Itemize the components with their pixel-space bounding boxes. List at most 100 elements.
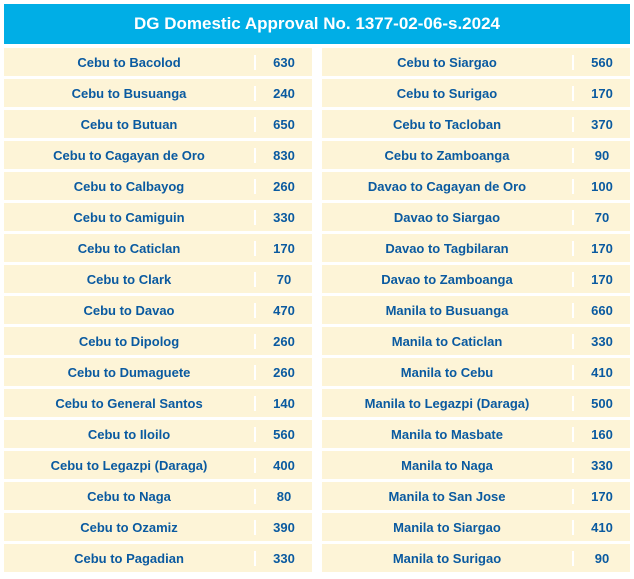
route-label: Manila to Caticlan — [322, 334, 574, 349]
route-value: 370 — [574, 117, 630, 132]
table-row: Cebu to Dipolog260 — [4, 327, 312, 355]
table-row: Cebu to Bacolod630 — [4, 48, 312, 76]
table-row: Cebu to Camiguin330 — [4, 203, 312, 231]
route-label: Cebu to Calbayog — [4, 179, 256, 194]
route-label: Cebu to Iloilo — [4, 427, 256, 442]
route-label: Davao to Cagayan de Oro — [322, 179, 574, 194]
route-value: 400 — [256, 458, 312, 473]
route-value: 560 — [256, 427, 312, 442]
table-row: Manila to Cebu410 — [322, 358, 630, 386]
route-value: 560 — [574, 55, 630, 70]
approval-table-container: DG Domestic Approval No. 1377-02-06-s.20… — [0, 0, 634, 579]
route-label: Davao to Tagbilaran — [322, 241, 574, 256]
route-value: 170 — [574, 86, 630, 101]
route-value: 260 — [256, 365, 312, 380]
route-label: Manila to Siargao — [322, 520, 574, 535]
route-value: 90 — [574, 148, 630, 163]
route-label: Cebu to Surigao — [322, 86, 574, 101]
route-label: Cebu to Zamboanga — [322, 148, 574, 163]
route-value: 660 — [574, 303, 630, 318]
table-row: Cebu to Surigao170 — [322, 79, 630, 107]
route-label: Cebu to Dipolog — [4, 334, 256, 349]
route-label: Manila to Naga — [322, 458, 574, 473]
table-row: Davao to Tagbilaran170 — [322, 234, 630, 262]
route-value: 140 — [256, 396, 312, 411]
table-row: Cebu to Iloilo560 — [4, 420, 312, 448]
route-label: Cebu to Naga — [4, 489, 256, 504]
table-row: Cebu to Tacloban370 — [322, 110, 630, 138]
route-value: 160 — [574, 427, 630, 442]
route-label: Manila to Busuanga — [322, 303, 574, 318]
table-row: Manila to Siargao410 — [322, 513, 630, 541]
table-row: Cebu to Zamboanga90 — [322, 141, 630, 169]
table-row: Manila to Busuanga660 — [322, 296, 630, 324]
route-label: Cebu to General Santos — [4, 396, 256, 411]
table-row: Cebu to Legazpi (Daraga)400 — [4, 451, 312, 479]
route-value: 390 — [256, 520, 312, 535]
route-value: 260 — [256, 334, 312, 349]
route-value: 170 — [574, 489, 630, 504]
route-label: Davao to Zamboanga — [322, 272, 574, 287]
table-row: Manila to Legazpi (Daraga)500 — [322, 389, 630, 417]
route-value: 100 — [574, 179, 630, 194]
left-column: Cebu to Bacolod630Cebu to Busuanga240Ceb… — [4, 48, 312, 575]
table-row: Manila to Caticlan330 — [322, 327, 630, 355]
route-value: 240 — [256, 86, 312, 101]
columns-wrapper: Cebu to Bacolod630Cebu to Busuanga240Ceb… — [4, 48, 630, 575]
route-label: Cebu to Camiguin — [4, 210, 256, 225]
route-label: Cebu to Ozamiz — [4, 520, 256, 535]
route-label: Cebu to Siargao — [322, 55, 574, 70]
table-row: Cebu to Cagayan de Oro830 — [4, 141, 312, 169]
table-row: Cebu to Siargao560 — [322, 48, 630, 76]
route-label: Davao to Siargao — [322, 210, 574, 225]
table-title: DG Domestic Approval No. 1377-02-06-s.20… — [4, 4, 630, 44]
route-label: Cebu to Pagadian — [4, 551, 256, 566]
route-value: 170 — [256, 241, 312, 256]
route-value: 90 — [574, 551, 630, 566]
route-value: 830 — [256, 148, 312, 163]
table-row: Cebu to Dumaguete260 — [4, 358, 312, 386]
table-row: Cebu to Ozamiz390 — [4, 513, 312, 541]
route-value: 500 — [574, 396, 630, 411]
route-value: 330 — [256, 551, 312, 566]
route-value: 650 — [256, 117, 312, 132]
table-row: Cebu to Calbayog260 — [4, 172, 312, 200]
route-label: Cebu to Cagayan de Oro — [4, 148, 256, 163]
route-label: Cebu to Busuanga — [4, 86, 256, 101]
route-label: Manila to Surigao — [322, 551, 574, 566]
table-row: Cebu to Clark70 — [4, 265, 312, 293]
table-row: Manila to Masbate160 — [322, 420, 630, 448]
table-row: Davao to Cagayan de Oro100 — [322, 172, 630, 200]
route-label: Manila to Cebu — [322, 365, 574, 380]
route-label: Manila to Masbate — [322, 427, 574, 442]
right-column: Cebu to Siargao560Cebu to Surigao170Cebu… — [322, 48, 630, 575]
table-row: Cebu to Caticlan170 — [4, 234, 312, 262]
route-value: 70 — [256, 272, 312, 287]
table-row: Cebu to Busuanga240 — [4, 79, 312, 107]
route-value: 260 — [256, 179, 312, 194]
route-label: Cebu to Clark — [4, 272, 256, 287]
table-row: Manila to San Jose170 — [322, 482, 630, 510]
table-row: Cebu to Davao470 — [4, 296, 312, 324]
route-label: Cebu to Tacloban — [322, 117, 574, 132]
route-label: Manila to Legazpi (Daraga) — [322, 396, 574, 411]
route-value: 330 — [256, 210, 312, 225]
route-value: 330 — [574, 334, 630, 349]
route-label: Manila to San Jose — [322, 489, 574, 504]
route-value: 80 — [256, 489, 312, 504]
route-label: Cebu to Butuan — [4, 117, 256, 132]
table-row: Cebu to Butuan650 — [4, 110, 312, 138]
route-label: Cebu to Caticlan — [4, 241, 256, 256]
table-row: Davao to Siargao70 — [322, 203, 630, 231]
route-value: 170 — [574, 272, 630, 287]
route-value: 470 — [256, 303, 312, 318]
route-label: Cebu to Dumaguete — [4, 365, 256, 380]
route-value: 330 — [574, 458, 630, 473]
route-value: 170 — [574, 241, 630, 256]
route-value: 410 — [574, 520, 630, 535]
table-row: Davao to Zamboanga170 — [322, 265, 630, 293]
table-row: Manila to Naga330 — [322, 451, 630, 479]
table-row: Cebu to Naga80 — [4, 482, 312, 510]
route-value: 410 — [574, 365, 630, 380]
route-label: Cebu to Legazpi (Daraga) — [4, 458, 256, 473]
